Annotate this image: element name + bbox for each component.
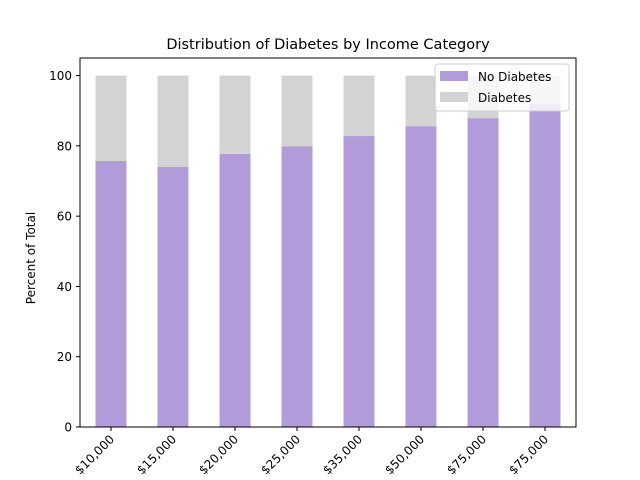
y-tick-label-4: 80 (57, 139, 72, 153)
y-tick-label-3: 60 (57, 210, 72, 224)
y-tick-label-2: 40 (57, 280, 72, 294)
bar-no-diabetes-1 (157, 166, 189, 427)
y-axis-label: Percent of Total (24, 212, 38, 304)
legend-box (434, 63, 570, 112)
bar-no-diabetes-6 (467, 118, 499, 427)
x-tick-label-3: $25,000 (258, 432, 303, 477)
bar-no-diabetes-3 (281, 146, 313, 428)
chart-title: Distribution of Diabetes by Income Categ… (166, 37, 490, 53)
plot-frame (79, 57, 577, 428)
x-tick-label-6: $75,000 (444, 432, 489, 477)
bar-no-diabetes-5 (405, 126, 437, 428)
bar-no-diabetes-2 (219, 153, 251, 427)
x-tick-label-2: $20,000 (196, 432, 241, 477)
bar-diabetes-1 (157, 75, 189, 167)
bar-diabetes-3 (281, 75, 313, 147)
x-tick-label-1: $15,000 (134, 432, 179, 477)
legend-swatch-diabetes (440, 92, 468, 102)
legend-label-diabetes: Diabetes (478, 91, 531, 105)
y-tick-label-5: 100 (49, 69, 72, 83)
legend: No Diabetes Diabetes (434, 63, 570, 112)
bar-diabetes-4 (343, 75, 375, 137)
bar-diabetes-0 (95, 75, 127, 161)
x-tick-label-7: $75,000 (506, 432, 551, 477)
x-tick-label-0: $10,000 (72, 432, 117, 477)
x-tick-label-5: $50,000 (382, 432, 427, 477)
bar-diabetes-5 (405, 75, 437, 127)
x-tick-label-4: $35,000 (320, 432, 365, 477)
bar-no-diabetes-7 (529, 103, 561, 427)
bar-no-diabetes-0 (95, 160, 127, 427)
y-tick-label-1: 20 (57, 350, 72, 364)
legend-label-no-diabetes: No Diabetes (478, 70, 551, 84)
y-tick-label-0: 0 (64, 421, 72, 435)
legend-swatch-no-diabetes (440, 71, 468, 81)
bar-diabetes-2 (219, 75, 251, 154)
bars-layer (95, 75, 561, 428)
bar-no-diabetes-4 (343, 136, 375, 427)
